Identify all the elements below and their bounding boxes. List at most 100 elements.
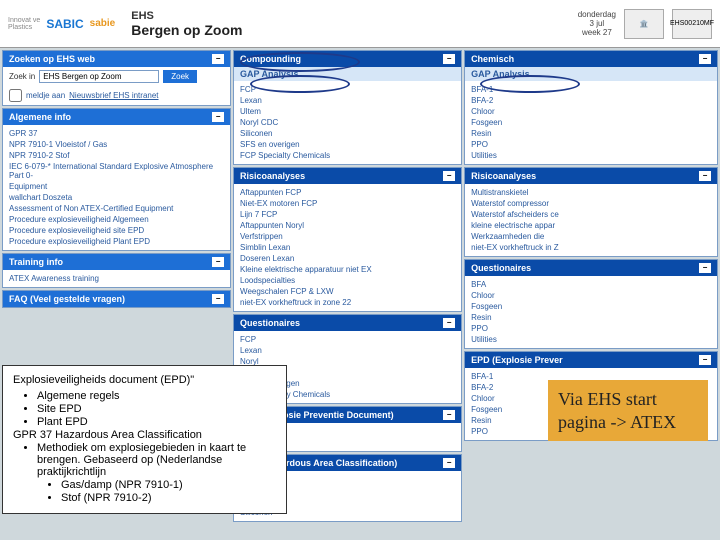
- column-3: Chemisch − GAP Analysis BFA-1BFA-2Chloor…: [464, 50, 718, 538]
- minimize-icon[interactable]: −: [212, 54, 224, 64]
- minimize-icon[interactable]: −: [443, 54, 455, 64]
- list-item[interactable]: NPR 7910-2 Stof: [9, 150, 224, 161]
- minimize-icon[interactable]: −: [212, 257, 224, 267]
- list-item[interactable]: Multistranskietel: [471, 187, 711, 198]
- list-item[interactable]: PPO: [471, 139, 711, 150]
- list-item[interactable]: Equipment: [9, 181, 224, 192]
- minimize-icon[interactable]: −: [699, 54, 711, 64]
- list-item[interactable]: Werkzaamheden die: [471, 231, 711, 242]
- newsletter-link[interactable]: Nieuwsbrief EHS intranet: [69, 91, 158, 100]
- list-item[interactable]: Ultem: [240, 106, 455, 117]
- building-icon: 🏛️: [624, 9, 664, 39]
- minimize-icon[interactable]: −: [212, 112, 224, 122]
- minimize-icon[interactable]: −: [699, 263, 711, 273]
- chemisch-panel: Chemisch − GAP Analysis BFA-1BFA-2Chloor…: [464, 50, 718, 165]
- list-item[interactable]: Aftappunten Noryl: [240, 220, 455, 231]
- list-item[interactable]: Weegschalen FCP & LXW: [240, 286, 455, 297]
- epd3-header: EPD (Explosie Prever −: [465, 352, 717, 368]
- list-item[interactable]: Kleine elektrische apparatuur niet EX: [240, 264, 455, 275]
- overlay-left-title: Explosieveiligheids document (EPD)": [13, 374, 276, 386]
- list-item[interactable]: IEC 6-079-* International Standard Explo…: [9, 161, 224, 181]
- list-item[interactable]: ATEX Awareness training: [9, 273, 224, 284]
- risico2-title: Risicoanalyses: [240, 171, 305, 181]
- quest3-header: Questionaires −: [465, 260, 717, 276]
- chemisch-title: Chemisch: [471, 54, 514, 64]
- list-item[interactable]: Assessment of Non ATEX-Certified Equipme…: [9, 203, 224, 214]
- item-text: Methodiek om explosiegebieden in kaart t…: [37, 442, 246, 478]
- minimize-icon[interactable]: −: [699, 355, 711, 365]
- minimize-icon[interactable]: −: [443, 410, 455, 420]
- list-item[interactable]: Noryl CDC: [240, 117, 455, 128]
- list-item[interactable]: Chloor: [471, 106, 711, 117]
- list-item[interactable]: BFA: [471, 279, 711, 290]
- list-item[interactable]: BFA-2: [471, 95, 711, 106]
- newsletter-checkbox[interactable]: [9, 89, 22, 102]
- list-item[interactable]: Doseren Lexan: [240, 253, 455, 264]
- list-item[interactable]: NPR 7910-1 Vloeistof / Gas: [9, 139, 224, 150]
- header-title: EHS Bergen op Zoom: [131, 10, 242, 38]
- minimize-icon[interactable]: −: [443, 458, 455, 468]
- search-panel: Zoeken op EHS web − Zoek in Zoek meldje …: [2, 50, 231, 106]
- date-num: 3 jul: [578, 19, 616, 28]
- list-item[interactable]: GPR 37: [9, 128, 224, 139]
- list-item[interactable]: niet-EX vorkheftruck in zone 22: [240, 297, 455, 308]
- training-title: Training info: [9, 257, 63, 267]
- list-item[interactable]: Lexan: [240, 95, 455, 106]
- search-input[interactable]: [39, 70, 159, 83]
- list-item[interactable]: Utilities: [471, 150, 711, 161]
- minimize-icon[interactable]: −: [212, 294, 224, 304]
- quest3-body: BFAChloorFosgeenResinPPOUtilities: [465, 276, 717, 348]
- list-item[interactable]: Verfstrippen: [240, 231, 455, 242]
- search-label: Zoek in: [9, 72, 35, 81]
- list-item[interactable]: Procedure explosieveiligheid Plant EPD: [9, 236, 224, 247]
- list-item: Plant EPD: [37, 416, 276, 428]
- list-item[interactable]: Aftappunten FCP: [240, 187, 455, 198]
- minimize-icon[interactable]: −: [699, 171, 711, 181]
- list-item[interactable]: Loodspecialties: [240, 275, 455, 286]
- list-item[interactable]: Simblin Lexan: [240, 242, 455, 253]
- chemisch-body: BFA-1BFA-2ChloorFosgeenResinPPOUtilities: [465, 81, 717, 164]
- list-item[interactable]: FCP: [240, 84, 455, 95]
- list-item[interactable]: SFS en overigen: [240, 139, 455, 150]
- list-item: Stof (NPR 7910-2): [61, 492, 276, 504]
- list-item[interactable]: Fosgeen: [471, 301, 711, 312]
- list-item[interactable]: Waterstof compressor: [471, 198, 711, 209]
- logo-text-block: Innovat ve Plastics: [8, 17, 40, 31]
- list-item[interactable]: FCP Specialty Chemicals: [240, 150, 455, 161]
- list-item[interactable]: FCP: [240, 334, 455, 345]
- list-item[interactable]: Waterstof afscheiders ce: [471, 209, 711, 220]
- logo-sabie: sabie: [90, 18, 116, 29]
- list-item[interactable]: kleine electrische appar: [471, 220, 711, 231]
- list-item[interactable]: niet-EX vorkheftruck in Z: [471, 242, 711, 253]
- list-item[interactable]: Procedure explosieveiligheid site EPD: [9, 225, 224, 236]
- checkbox-label: meldje aan: [26, 91, 65, 100]
- list-item[interactable]: Procedure explosieveiligheid Algemeen: [9, 214, 224, 225]
- list-item[interactable]: wallchart Doszeta: [9, 192, 224, 203]
- minimize-icon[interactable]: −: [443, 318, 455, 328]
- list-item[interactable]: BFA-1: [471, 84, 711, 95]
- list-item[interactable]: Resin: [471, 128, 711, 139]
- faq-header: FAQ (Veel gestelde vragen) −: [3, 291, 230, 307]
- list-item[interactable]: Niet-EX motoren FCP: [240, 198, 455, 209]
- list-item[interactable]: Lijn 7 FCP: [240, 209, 455, 220]
- risico3-body: MultistranskietelWaterstof compressorWat…: [465, 184, 717, 256]
- search-button[interactable]: Zoek: [163, 70, 197, 83]
- training-header: Training info −: [3, 254, 230, 270]
- list-item[interactable]: Fosgeen: [471, 117, 711, 128]
- list-item[interactable]: Lexan: [240, 345, 455, 356]
- header-right: donderdag 3 jul week 27 🏛️ EHS00210MF: [578, 9, 712, 39]
- list-item[interactable]: Siliconen: [240, 128, 455, 139]
- quest3-panel: Questionaires − BFAChloorFosgeenResinPPO…: [464, 259, 718, 349]
- algemene-title: Algemene info: [9, 112, 71, 122]
- list-item[interactable]: Resin: [471, 312, 711, 323]
- epd3-title: EPD (Explosie Prever: [471, 355, 563, 365]
- quest3-title: Questionaires: [471, 263, 531, 273]
- minimize-icon[interactable]: −: [443, 171, 455, 181]
- list-item[interactable]: Chloor: [471, 290, 711, 301]
- code-label: EHS00210MF: [672, 9, 712, 39]
- list-item[interactable]: PPO: [471, 323, 711, 334]
- overlay-right: Via EHS start pagina -> ATEX: [548, 380, 708, 441]
- risico2-body: Aftappunten FCPNiet-EX motoren FCPLijn 7…: [234, 184, 461, 311]
- list-item[interactable]: Utilities: [471, 334, 711, 345]
- list-item: Methodiek om explosiegebieden in kaart t…: [37, 442, 276, 504]
